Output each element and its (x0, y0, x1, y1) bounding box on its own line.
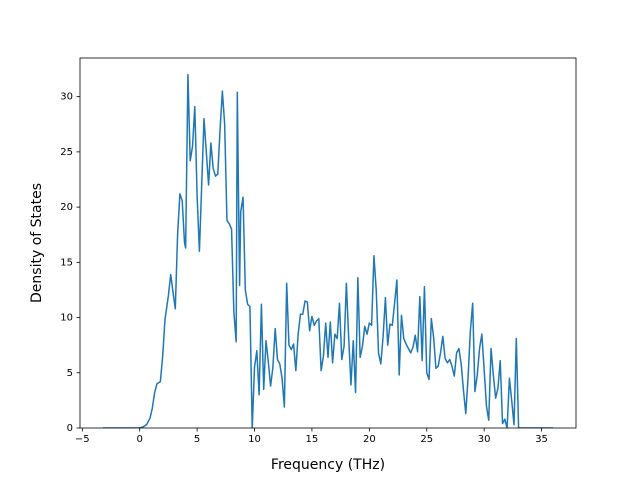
x-tick-label: 35 (535, 434, 548, 445)
x-axis-label: Frequency (THz) (271, 457, 385, 473)
x-tick-label: 10 (248, 434, 261, 445)
y-tick-label: 15 (60, 257, 73, 268)
data-line (102, 73, 554, 428)
y-tick-label: 5 (67, 368, 73, 379)
x-tick-label: 20 (363, 434, 376, 445)
y-tick-label: 0 (67, 423, 73, 434)
y-tick-label: 10 (60, 313, 73, 324)
x-tick-label: 25 (420, 434, 433, 445)
y-tick-label: 20 (60, 202, 73, 213)
x-tick-label: 5 (194, 434, 200, 445)
x-tick-label: −5 (75, 434, 90, 445)
y-tick-label: 30 (60, 92, 73, 103)
x-tick-label: 0 (137, 434, 143, 445)
y-axis-label: Density of States (29, 183, 45, 303)
y-tick-label: 25 (60, 147, 73, 158)
plot-frame (79, 57, 577, 429)
x-tick-label: 15 (306, 434, 319, 445)
x-tick-label: 30 (478, 434, 491, 445)
